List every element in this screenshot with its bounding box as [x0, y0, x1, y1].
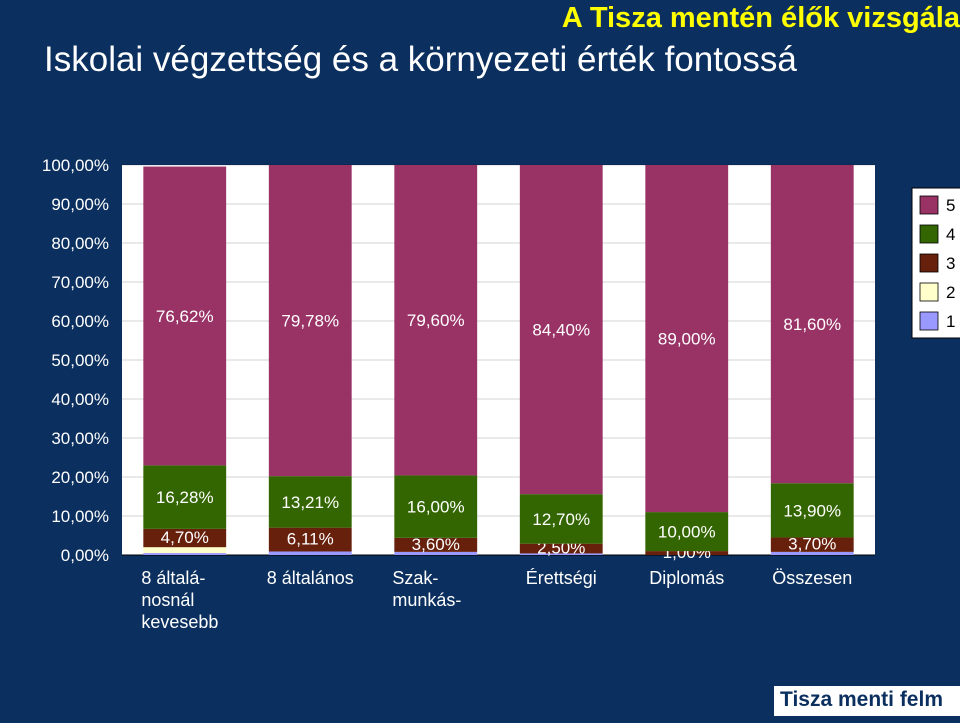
legend-swatch-1 [919, 311, 939, 331]
bar-segment-1 [268, 551, 352, 555]
x-tick-label: nosnál [141, 590, 194, 610]
y-tick-label: 60,00% [51, 312, 109, 331]
slide-title-top: A Tisza mentén élők vizsgála [561, 2, 960, 34]
x-tick-label: Összesen [772, 568, 852, 588]
y-tick-label: 0,00% [61, 546, 109, 565]
y-tick-label: 10,00% [51, 507, 109, 526]
y-tick-label: 70,00% [51, 273, 109, 292]
plot-area [122, 165, 875, 555]
slide-title-main: Iskolai végzettség és a környezeti érték… [44, 40, 797, 79]
bar-segment-1 [394, 551, 478, 555]
bar-segment-1 [519, 553, 603, 555]
x-tick-label: Érettségi [526, 568, 597, 588]
bar-segment-5 [770, 165, 854, 484]
legend-swatch-2 [919, 282, 939, 302]
legend-swatch-5 [919, 195, 939, 215]
bar-segment-5 [394, 165, 478, 476]
legend-label: 1 [946, 312, 955, 331]
bar-segment-1 [143, 553, 227, 555]
data-label: 10,00% [658, 523, 716, 542]
y-tick-label: 90,00% [51, 195, 109, 214]
bar-segment-5 [645, 165, 729, 513]
x-tick-label: 8 általá- [141, 568, 205, 588]
bar-segment-3 [519, 543, 603, 554]
y-tick-label: 80,00% [51, 234, 109, 253]
legend-label: 4 [946, 225, 955, 244]
bar-segment-3 [645, 551, 729, 555]
y-tick-label: 100,00% [42, 156, 109, 175]
data-label: 76,62% [156, 307, 214, 326]
data-label: 13,90% [783, 501, 841, 520]
data-label: 79,60% [407, 311, 465, 330]
bar-segment-4 [519, 494, 603, 544]
data-label: 4,70% [161, 528, 209, 547]
data-label: 16,28% [156, 488, 214, 507]
bar-segment-3 [268, 527, 352, 552]
x-tick-label: Diplomás [649, 568, 724, 588]
legend-label: 3 [946, 254, 955, 273]
legend-label: 5 [946, 196, 955, 215]
data-label: 89,00% [658, 330, 716, 349]
bar-segment-3 [394, 537, 478, 552]
data-label: 3,70% [788, 535, 836, 554]
bar-segment-2 [143, 547, 227, 554]
footer-source: Tisza menti felm [774, 686, 960, 716]
data-label: 6,11% [287, 530, 334, 549]
data-label: 13,21% [281, 493, 339, 512]
x-tick-label: kevesebb [141, 612, 218, 632]
legend-swatch-4 [919, 224, 939, 244]
bar-segment-4 [645, 512, 729, 552]
y-tick-label: 50,00% [51, 351, 109, 370]
data-label: 12,70% [532, 510, 590, 529]
bar-segment-5 [268, 165, 352, 477]
data-label: 79,78% [281, 312, 339, 331]
y-tick-label: 30,00% [51, 429, 109, 448]
legend-label: 2 [946, 283, 955, 302]
data-label: 81,60% [783, 315, 841, 334]
y-tick-label: 40,00% [51, 390, 109, 409]
data-label: 84,40% [532, 321, 590, 340]
data-label: 16,00% [407, 498, 465, 517]
y-tick-label: 20,00% [51, 468, 109, 487]
x-tick-label: munkás- [392, 590, 461, 610]
x-tick-label: Szak- [392, 568, 438, 588]
bar-segment-4 [394, 475, 478, 538]
bar-segment-4 [268, 476, 352, 528]
bar-segment-4 [143, 465, 227, 529]
bar-segment-3 [770, 537, 854, 552]
data-label: 3,60% [412, 535, 460, 554]
bar-segment-4 [770, 483, 854, 538]
bar-segment-1 [770, 551, 854, 555]
bar-segment-5 [519, 165, 603, 495]
bar-segment-5 [143, 166, 227, 466]
legend-swatch-3 [919, 253, 939, 273]
x-tick-label: 8 általános [267, 568, 354, 588]
bar-segment-3 [143, 528, 227, 548]
